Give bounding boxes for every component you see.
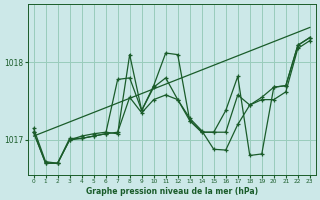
X-axis label: Graphe pression niveau de la mer (hPa): Graphe pression niveau de la mer (hPa): [86, 187, 258, 196]
